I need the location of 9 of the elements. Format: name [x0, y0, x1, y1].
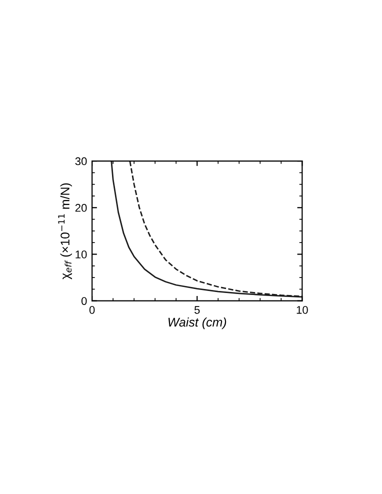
x-tick-label: 10 [296, 306, 308, 314]
x-tick-label: 0 [89, 306, 95, 314]
y-axis-title: χ$_{eff}$ (×10$^{−11}$ m/N) [58, 183, 72, 280]
x-tick-label: 5 [194, 306, 200, 314]
y-tick-label: 0 [81, 297, 87, 305]
y-tick-label: 20 [75, 204, 87, 212]
y-tick-label: 30 [75, 157, 87, 166]
y-tick-label: 10 [76, 250, 87, 258]
x-axis-title: Waist (cm) [168, 317, 226, 330]
